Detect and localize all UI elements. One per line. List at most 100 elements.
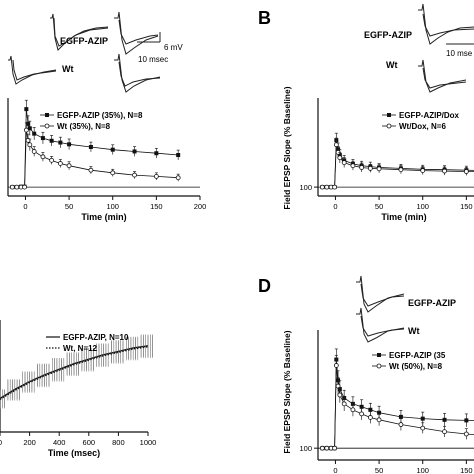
data-point — [398, 414, 403, 419]
data-point — [350, 163, 356, 169]
data-point — [176, 153, 181, 158]
panel-d-letter: D — [258, 276, 271, 296]
data-point — [463, 431, 469, 437]
panel-b-trace-egfp-pair — [422, 13, 474, 37]
data-point — [442, 429, 447, 435]
panel-a-trace-wt — [8, 55, 57, 85]
panel-b-trace-egfp — [418, 3, 474, 45]
panel-c-x-tick-label: 0 — [0, 438, 2, 447]
panel-a: EGFP-AZIP Wt 6 mV 10 msec 0 50 100 150 200 Ti… — [7, 11, 207, 222]
panel-d-traces — [356, 275, 405, 343]
panel-c-chart: 0 200 400 600 800 1000 Time (msec) EGFP-AZIP, N… — [0, 320, 156, 458]
panel-b-letter: B — [258, 8, 271, 28]
panel-a-trace-egfp-right — [114, 11, 159, 55]
data-point — [132, 149, 137, 154]
data-point — [175, 175, 181, 181]
data-point — [463, 169, 469, 174]
panel-c-x-axis-label: Time (msec) — [48, 448, 100, 458]
data-point — [31, 149, 37, 154]
data-point — [66, 163, 72, 169]
panel-c-legend-label: Wt, N=12 — [63, 344, 98, 353]
series-line — [12, 130, 179, 188]
panel-d-trace-egfp — [356, 275, 405, 313]
data-point — [420, 416, 425, 421]
data-point — [153, 173, 159, 179]
panel-d: D EGFP-AZIP Wt 050100150200100Time (min)… — [258, 275, 474, 474]
data-point — [341, 160, 347, 165]
panel-a-legend-label: Wt (35%), N=8 — [57, 122, 111, 131]
data-point — [40, 154, 46, 160]
panel-b-chart: 050100150200100Time (min)Field EPSP Slop… — [282, 86, 474, 222]
data-point — [24, 107, 29, 112]
data-point — [333, 363, 339, 368]
data-point — [464, 418, 469, 423]
data-point — [359, 411, 365, 417]
data-point — [40, 136, 45, 141]
panel-b-legend-swatch — [387, 113, 391, 117]
panel-a-x-tick-label: 200 — [194, 202, 207, 211]
panel-a-x-tick-label: 150 — [150, 202, 163, 211]
data-point — [27, 126, 32, 131]
panel-a-legend-swatch — [44, 123, 50, 129]
panel-a-legend-swatch — [45, 113, 49, 117]
panel-d-trace-label-wt: Wt — [408, 326, 420, 336]
data-point — [332, 184, 337, 190]
panel-d-x-tick-label: 150 — [460, 466, 473, 474]
data-point — [333, 142, 339, 148]
data-point — [337, 392, 343, 398]
data-point — [88, 145, 93, 149]
data-point — [420, 168, 426, 174]
panel-c-x-tick-label: 600 — [83, 438, 96, 447]
panel-a-trace-egfp-pair — [53, 17, 109, 47]
panel-d-y-tick-label: 100 — [299, 444, 312, 453]
panel-b-x-tick-label: 0 — [333, 202, 337, 211]
data-point — [110, 170, 116, 176]
data-point — [14, 184, 20, 190]
panel-d-series-1 — [319, 355, 474, 451]
panel-a-trace-egfp-right-pair — [118, 19, 159, 45]
panel-d-legend-label: EGFP-AZIP (35 — [389, 351, 446, 360]
data-point — [341, 401, 347, 407]
data-point — [324, 184, 330, 190]
data-point — [442, 417, 447, 422]
panel-b-x-axis-label: Time (min) — [381, 212, 426, 222]
panel-a-scale-time: 10 msec — [138, 55, 168, 64]
series-line — [322, 365, 474, 449]
panel-b-traces — [418, 3, 474, 93]
data-point — [154, 151, 159, 156]
panel-b-y-tick-label: 100 — [299, 183, 312, 192]
data-point — [27, 142, 33, 148]
panel-d-chart: 050100150200100Time (min)Field EPSP Slop… — [282, 330, 474, 474]
panel-c: 0 200 400 600 800 1000 Time (msec) EGFP-AZIP, N… — [0, 320, 156, 458]
panel-d-trace-wt-pair — [360, 315, 405, 337]
data-point — [359, 165, 365, 170]
panel-a-scale-amplitude: 6 mV — [164, 43, 183, 52]
data-point — [377, 410, 382, 415]
panel-a-trace-label-egfp: EGFP-AZIP — [60, 36, 108, 46]
panel-a-trace-wt-right — [114, 53, 161, 93]
panel-b-x-tick-label: 100 — [416, 202, 429, 211]
panel-a-x-axis-label: Time (min) — [81, 212, 126, 222]
series-line — [0, 346, 149, 400]
panel-a-series-1 — [9, 122, 181, 190]
panel-b-scale-time: 10 mse — [446, 49, 473, 58]
panel-c-x-tick-label: 1000 — [140, 438, 157, 447]
data-point — [9, 184, 15, 190]
data-point — [367, 165, 373, 171]
panel-c-series-1 — [0, 335, 153, 409]
data-point — [57, 161, 63, 166]
data-point — [420, 425, 426, 431]
data-point — [398, 422, 404, 427]
panel-a-trace-wt-right-pair — [118, 61, 161, 87]
panel-d-x-tick-label: 100 — [416, 466, 429, 474]
panel-b-trace-wt-pair — [422, 67, 467, 89]
panel-d-x-tick-label: 50 — [375, 466, 383, 474]
panel-a-chart: 0 50 100 150 200 Time (min) EGFP-AZIP (35%), N… — [7, 98, 207, 222]
data-point — [442, 168, 447, 174]
data-point — [376, 166, 382, 172]
panel-b-legend-label: Wt/Dox, N=6 — [399, 122, 446, 131]
data-point — [58, 140, 63, 145]
panel-b-x-tick-label: 150 — [460, 202, 473, 211]
data-point — [22, 184, 27, 190]
